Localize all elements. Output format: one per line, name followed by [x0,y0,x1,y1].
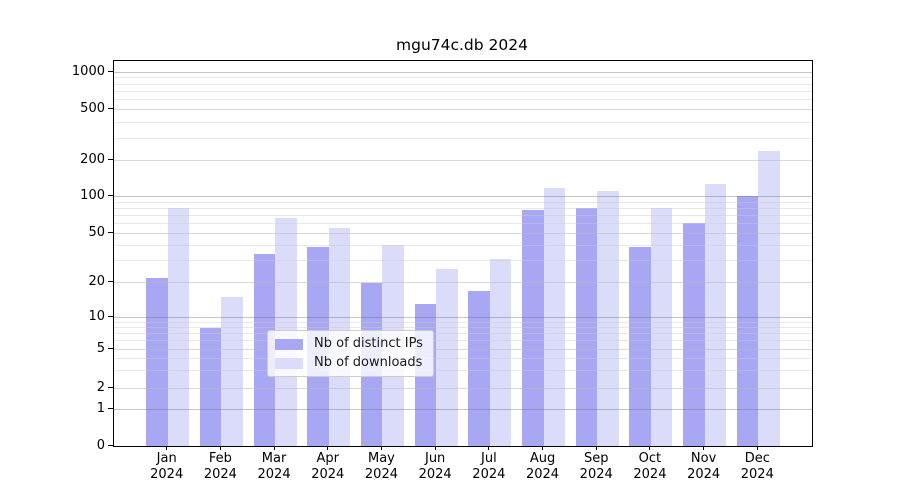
minor-gridline [114,121,812,123]
bar-jan-downloads [167,207,190,446]
y-tick-mark [108,231,113,233]
x-tick-mark [756,446,758,450]
y-tick-mark [108,315,113,317]
x-tick-label-jan: Jan 2024 [150,451,184,482]
x-tick-label-dec: Dec 2024 [740,451,774,482]
major-gridline [114,71,812,73]
minor-gridline [114,99,812,101]
minor-gridline [114,83,812,85]
y-tick-mark [108,159,113,161]
y-tick-label: 100 [80,187,105,203]
bar-sep-downloads [597,190,619,446]
x-tick-mark [649,446,651,450]
y-tick-label: 200 [80,152,105,168]
y-tick-label: 5 [96,340,105,356]
major-gridline [114,109,812,110]
x-tick-label-nov: Nov 2024 [687,451,721,482]
x-tick-label-apr: Apr 2024 [311,451,345,482]
bar-oct-distinct-ips [629,246,651,446]
y-tick-label: 0 [96,437,105,453]
x-tick-label-sep: Sep 2024 [579,451,613,482]
bar-dec-downloads [758,150,780,446]
y-tick-mark [108,281,113,283]
x-tick-mark [703,446,705,450]
x-tick-label-oct: Oct 2024 [633,451,667,482]
bar-aug-downloads [543,187,566,446]
x-tick-mark [434,446,436,450]
x-tick-label-feb: Feb 2024 [203,451,237,482]
y-tick-label: 1 [96,400,105,416]
y-tick-mark [108,444,113,446]
x-tick-mark [273,446,275,450]
bar-mar-distinct-ips [253,254,276,446]
y-tick-label: 20 [88,274,105,290]
x-tick-mark [380,446,382,450]
bar-sep-distinct-ips [575,208,598,446]
legend: Nb of distinct IPs Nb of downloads [267,330,434,377]
y-tick-label: 500 [80,101,105,116]
legend-swatch-distinct-ips [275,338,303,350]
y-tick-mark [108,386,113,388]
x-tick-label-jun: Jun 2024 [418,451,452,482]
chart-title: mgu74c.db 2024 [396,36,528,54]
bar-jul-downloads [489,259,512,446]
x-tick-mark [595,446,597,450]
bar-nov-downloads [704,183,727,446]
minor-gridline [114,77,812,79]
minor-gridline [114,90,812,92]
y-tick-mark [108,108,113,109]
x-tick-label-jul: Jul 2024 [472,451,506,482]
x-tick-mark [488,446,490,450]
y-tick-mark [108,347,113,349]
legend-label: Nb of distinct IPs [314,336,423,351]
bar-jul-distinct-ips [468,291,490,446]
y-tick-mark [108,407,113,409]
bar-aug-distinct-ips [522,209,544,446]
legend-item-downloads: Nb of downloads [275,356,423,370]
bar-feb-downloads [221,297,243,446]
y-tick-label: 2 [96,379,105,395]
y-tick-mark [108,194,113,196]
y-tick-label: 50 [88,224,105,240]
x-tick-label-may: May 2024 [364,451,398,482]
y-tick-label: 1000 [71,63,105,79]
minor-gridline [114,137,812,139]
bar-feb-distinct-ips [199,327,222,446]
x-tick-mark [542,446,544,450]
x-tick-mark [166,446,168,450]
x-tick-mark [327,446,329,450]
y-tick-label: 10 [88,308,105,324]
bar-dec-distinct-ips [736,195,759,446]
y-tick-mark [108,70,113,72]
legend-label: Nb of downloads [314,355,423,370]
bar-nov-distinct-ips [683,223,705,446]
x-tick-label-mar: Mar 2024 [257,451,291,482]
x-tick-label-aug: Aug 2024 [525,451,560,482]
bar-oct-downloads [650,207,673,446]
bar-jan-distinct-ips [146,277,168,446]
plot-area [113,60,813,447]
major-gridline [114,160,812,162]
bar-jun-downloads [436,268,458,446]
legend-item-distinct-ips: Nb of distinct IPs [275,337,423,351]
legend-swatch-downloads [275,357,303,369]
x-tick-mark [219,446,221,450]
